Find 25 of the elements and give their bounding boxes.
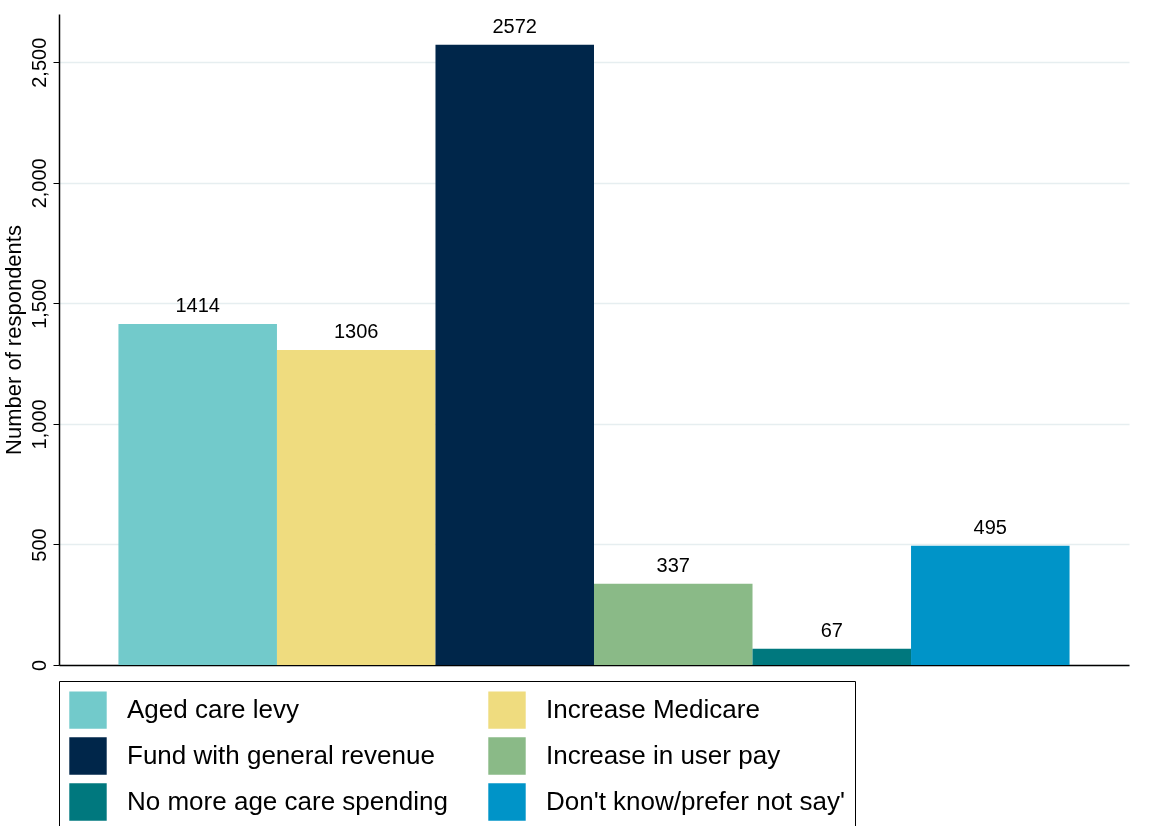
data-label: 1414 [175,294,220,317]
legend-label: Increase in user pay [546,740,781,770]
legend-label: Aged care levy [127,694,299,725]
data-label: 67 [820,618,843,641]
y-tick-label: 1,500 [27,278,50,329]
data-label: 495 [973,515,1007,538]
legend-label: Don't know/prefer not say' [546,786,845,816]
data-label: 337 [656,553,690,576]
y-tick-label: 1,000 [27,399,50,450]
bar [594,583,753,665]
bar [276,350,436,665]
y-tick-label: 2,000 [27,158,50,209]
data-label: 2572 [492,14,537,37]
data-label: 1306 [333,320,379,343]
legend-label: No more age care spending [127,786,448,816]
legend-label: Increase Medicare [546,694,760,725]
bar [118,324,277,665]
bar [435,44,594,665]
y-tick-label: 2,500 [27,37,50,88]
bar [911,545,1070,665]
y-axis-title: Number of respondents [0,225,26,455]
y-tick-label: 500 [27,528,50,562]
y-tick-label: 0 [27,659,50,672]
bar [752,648,912,665]
legend-label: Fund with general revenue [127,740,435,770]
